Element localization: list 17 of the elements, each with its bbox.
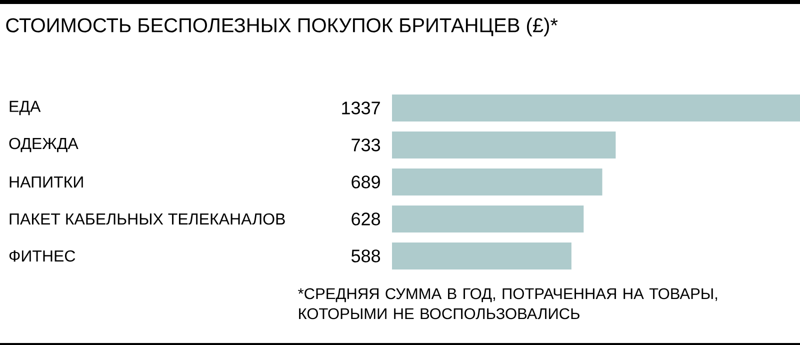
chart-title: СТОИМОСТЬ БЕСПОЛЕЗНЫХ ПОКУПОК БРИТАНЦЕВ (£)* <box>6 18 558 36</box>
bar <box>392 242 572 270</box>
y-tick-label: ЕДА <box>10 100 41 116</box>
bar <box>392 94 800 122</box>
y-tick-label: ФИТНЕС <box>9 250 76 262</box>
bar <box>392 131 616 159</box>
y-tick-label: ОДЕЖДА <box>9 138 78 152</box>
bar <box>392 168 602 196</box>
data-label: 733 <box>352 138 380 152</box>
y-tick-label: НАПИТКИ <box>10 176 83 188</box>
y-tick-label: ПАКЕТ КАБЕЛЬНЫХ ТЕЛЕКАНАЛОВ <box>10 213 285 225</box>
bar <box>392 205 584 233</box>
data-label: 588 <box>351 250 380 262</box>
data-label: 628 <box>352 212 380 226</box>
text: *СРЕДНЯЯ СУММА В ГОД, ПОТРАЧЕННАЯ НА ТОВАРЫ, КОТОРЫМИ НЕ ВОСПОЛЬЗОВАЛИСЬ <box>298 288 718 320</box>
data-label: 689 <box>352 176 380 188</box>
data-label: 1337 <box>342 102 380 114</box>
